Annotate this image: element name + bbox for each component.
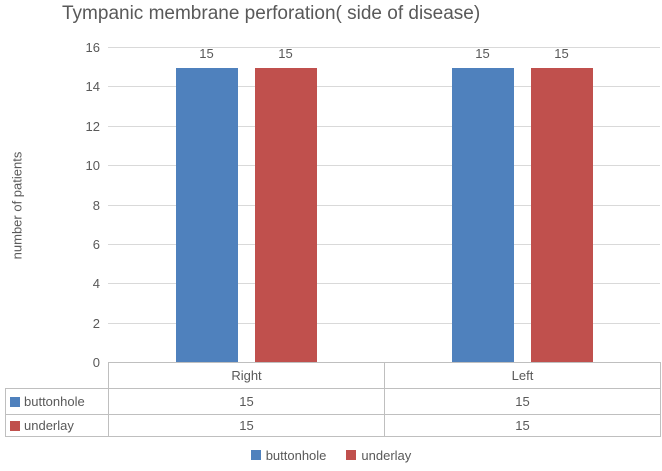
y-tick-label: 16 bbox=[85, 40, 100, 55]
table-value-underlay-left: 15 bbox=[384, 414, 661, 437]
y-tick-label: 12 bbox=[85, 118, 100, 134]
table-row-label-text: underlay bbox=[24, 418, 74, 433]
table-row-label-underlay: underlay bbox=[5, 414, 109, 437]
table-header-right: Right bbox=[108, 362, 385, 389]
y-tick-label: 10 bbox=[85, 158, 100, 174]
legend-label-buttonhole: buttonhole bbox=[265, 447, 327, 463]
bar-underlay-left bbox=[530, 67, 593, 363]
data-label-underlay-left: 15 bbox=[554, 45, 569, 61]
legend: buttonhole underlay bbox=[0, 446, 662, 464]
legend-item-buttonhole: buttonhole bbox=[250, 447, 327, 463]
gridline bbox=[108, 283, 660, 285]
table-value-underlay-right: 15 bbox=[108, 414, 385, 437]
gridline bbox=[108, 322, 660, 324]
table-row-label-text: buttonhole bbox=[24, 394, 85, 409]
data-label-buttonhole-left: 15 bbox=[475, 45, 490, 61]
data-label-buttonhole-right: 15 bbox=[199, 45, 214, 61]
gridline bbox=[108, 86, 660, 88]
y-tick-label: 6 bbox=[92, 236, 100, 252]
legend-label-underlay: underlay bbox=[361, 447, 412, 463]
y-tick-label: 14 bbox=[85, 79, 100, 95]
gridline bbox=[108, 204, 660, 206]
gridline bbox=[108, 47, 660, 48]
gridline bbox=[108, 165, 660, 167]
y-axis-title: number of patients bbox=[9, 151, 25, 260]
plot-area: 15 15 15 15 bbox=[108, 45, 660, 363]
bar-buttonhole-left bbox=[451, 67, 514, 363]
table-header-left: Left bbox=[384, 362, 661, 389]
y-tick-label: 8 bbox=[92, 197, 100, 213]
data-label-underlay-right: 15 bbox=[278, 45, 293, 61]
chart-title: Tympanic membrane perforation( side of d… bbox=[62, 3, 481, 24]
gridline bbox=[108, 243, 660, 245]
table-row-label-buttonhole: buttonhole bbox=[5, 388, 109, 415]
table-corner-cell bbox=[5, 362, 109, 389]
y-tick-label: 2 bbox=[92, 315, 100, 331]
table-value-buttonhole-right: 15 bbox=[108, 388, 385, 415]
legend-item-underlay: underlay bbox=[346, 448, 411, 463]
data-table-grid: Right Left buttonhole 15 15 underlay 15 15 bbox=[5, 362, 661, 437]
table-swatch-underlay bbox=[10, 421, 20, 431]
y-tick-label: 4 bbox=[92, 276, 100, 292]
bar-buttonhole-right bbox=[175, 67, 238, 363]
table-value-buttonhole-left: 15 bbox=[384, 388, 661, 415]
data-table: Right Left buttonhole 15 15 underlay 15 15 bbox=[5, 362, 661, 437]
legend-swatch-buttonhole bbox=[250, 450, 261, 460]
legend-swatch-underlay bbox=[346, 450, 357, 460]
bar-underlay-right bbox=[254, 67, 317, 363]
gridline bbox=[108, 125, 660, 127]
table-swatch-buttonhole bbox=[10, 397, 20, 407]
